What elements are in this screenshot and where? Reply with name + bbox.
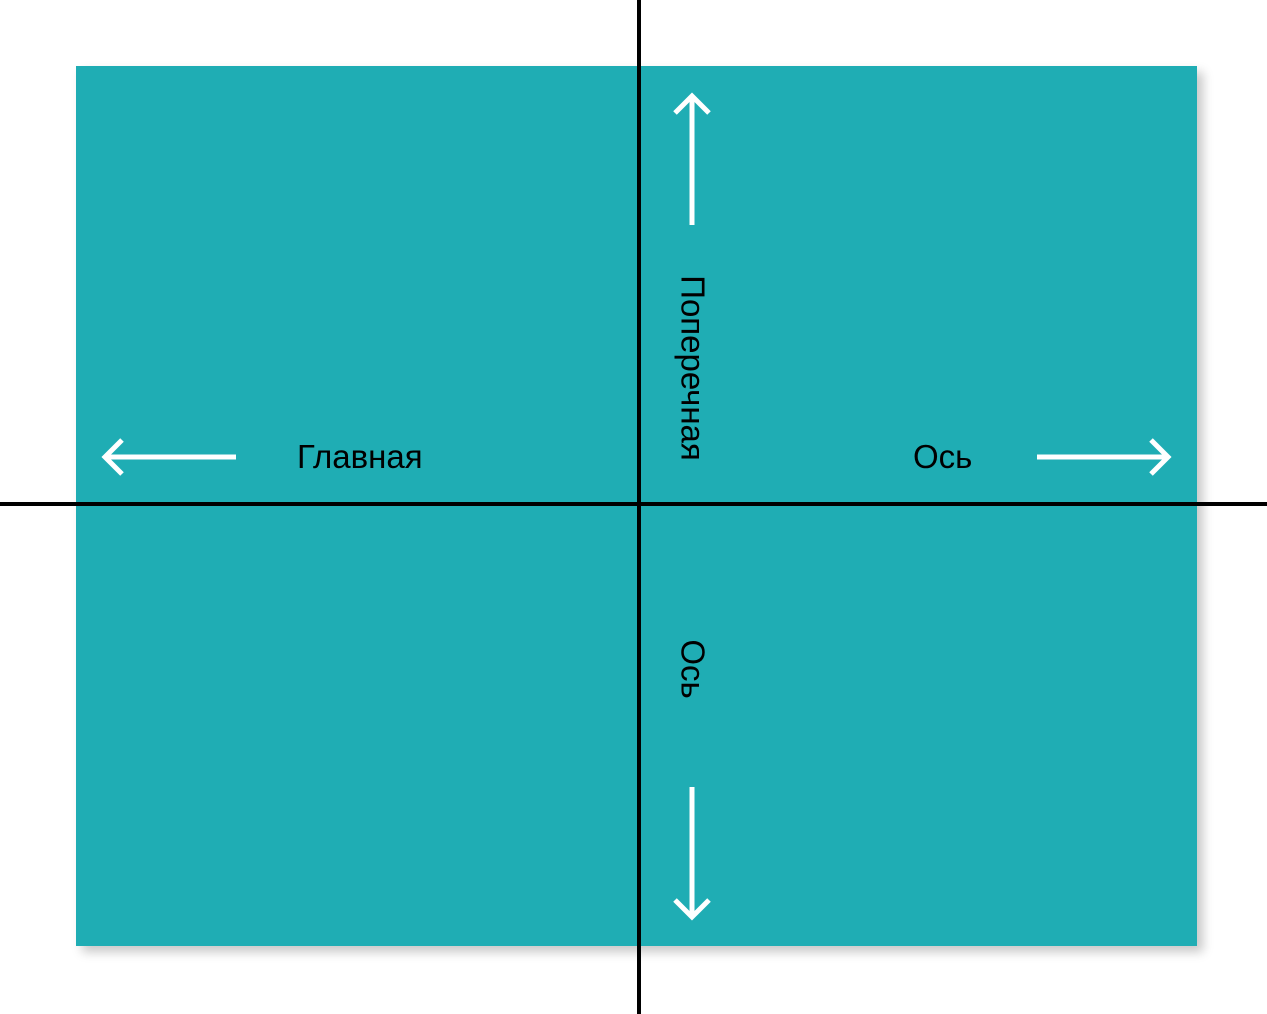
arrow-up-icon: [673, 92, 711, 225]
cross-axis-line: [637, 0, 641, 1014]
main-axis-label-left: Главная: [297, 438, 423, 475]
cross-axis-label-top: Поперечная: [674, 275, 712, 461]
arrow-right-icon: [1037, 438, 1172, 476]
cross-axis-label-bottom: Ось: [674, 639, 712, 699]
arrow-down-icon: [673, 787, 711, 921]
main-axis-line: [0, 502, 1267, 506]
main-axis-label-right: Ось: [913, 438, 973, 475]
arrow-left-icon: [101, 438, 236, 476]
flex-container-panel: [76, 66, 1197, 946]
